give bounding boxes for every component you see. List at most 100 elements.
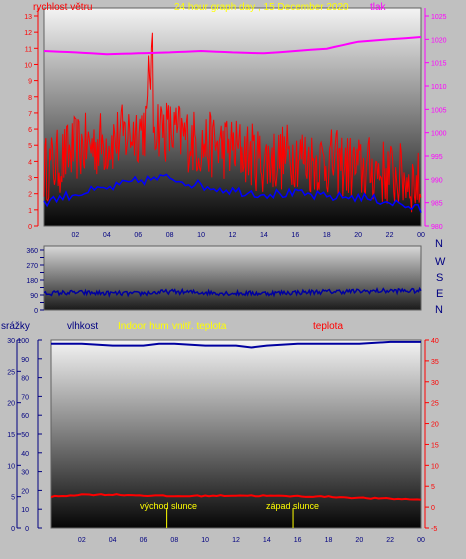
humidity-axis-tick-label: 100 [17,338,29,345]
wind-speed-label: rychlost větru [33,2,93,13]
time-tick-label: 02 [78,537,86,544]
time-tick-label: 16 [291,232,299,239]
temperature-axis-tick-label: -5 [431,526,437,533]
rain-axis-tick-label: 20 [7,401,15,408]
time-tick-label: 04 [103,232,111,239]
pressure-label: tlak [370,2,386,13]
time-tick-label: 12 [232,537,240,544]
wind-axis-tick-label: 8 [28,95,32,102]
humidity-label: vlhkost [67,321,99,332]
wind-axis-tick-label: 6 [28,127,32,134]
temperature-axis-tick-label: 15 [431,442,439,449]
wind-axis-tick-label: 5 [28,143,32,150]
pressure-axis-tick-label: 1020 [431,37,447,44]
time-tick-label: 12 [229,232,237,239]
indoor-temperature-label: vnitř. teplota [172,321,227,332]
wind-axis-tick-label: 0 [28,224,32,231]
pressure-axis-tick-label: 980 [431,224,443,231]
temperature-axis-tick-label: 10 [431,463,439,470]
time-tick-label: 10 [201,537,209,544]
time-tick-label: 10 [197,232,205,239]
wind-axis-tick-label: 1 [28,208,32,215]
pressure-axis-tick-label: 1000 [431,131,447,138]
wind-axis-tick-label: 11 [25,46,32,53]
indoor-humidity-label: Indoor hum [118,321,169,332]
humidity-temperature-plot [50,339,422,529]
wind-axis-tick-label: 3 [28,176,32,183]
time-tick-label: 06 [140,537,148,544]
temperature-axis-tick-label: 20 [431,422,439,429]
compass-s: S [436,272,444,284]
compass-n-bottom: N [435,304,443,316]
time-tick-label: 20 [354,232,362,239]
pressure-axis-tick-label: 1010 [431,84,447,91]
rain-axis-tick-label: 0 [11,526,15,533]
time-tick-label: 14 [260,232,268,239]
wind-axis-tick-label: 12 [24,30,32,37]
rain-label: srážky [1,321,30,332]
direction-axis-tick-label: 360 [26,248,38,255]
wind-axis-tick-label: 13 [24,14,32,21]
time-tick-label: 08 [170,537,178,544]
time-tick-label: 22 [386,232,394,239]
humidity-axis-tick-label: 0 [25,526,29,533]
humidity-axis-tick-label: 30 [21,470,29,477]
direction-axis-tick-label: 270 [26,263,38,270]
humidity-axis-tick-label: 40 [21,451,29,458]
rain-axis-tick-label: 10 [7,463,15,470]
pressure-line [43,36,422,56]
humidity-axis-tick-label: 50 [21,432,29,439]
humidity-line [51,340,421,349]
time-tick-label: 08 [166,232,174,239]
temperature-axis-tick-label: 5 [431,484,435,491]
temperature-axis-tick-label: 25 [431,401,439,408]
pressure-axis-tick-label: 1025 [431,14,447,21]
temperature-axis-tick-label: 35 [431,359,439,366]
time-tick-label: 04 [109,537,117,544]
wind-axis-tick-label: 9 [28,79,32,86]
temperature-label: teplota [313,321,344,332]
pressure-axis-tick-label: 1005 [431,107,447,114]
wind-average-line [43,173,422,213]
wind-gust-line [43,32,422,213]
sunset-label: západ slunce [266,501,320,511]
wind-direction-line [43,286,422,299]
wind-axis-tick-label: 2 [28,192,32,199]
temperature-axis-tick-label: 0 [431,505,435,512]
rain-axis-tick-label: 30 [7,338,15,345]
time-tick-label: 06 [134,232,142,239]
time-tick-label: 00 [417,232,425,239]
direction-axis-tick-label: 0 [34,308,38,315]
pressure-axis-tick-label: 985 [431,201,443,208]
compass-n-top: N [435,238,443,250]
pressure-axis-tick-label: 990 [431,177,443,184]
time-tick-label: 18 [323,232,331,239]
pressure-axis-tick-label: 995 [431,154,443,161]
chart-title: 24 hour graph day , 15 December 2020 [174,2,349,13]
time-tick-label: 14 [263,537,271,544]
humidity-axis-tick-label: 20 [21,488,29,495]
humidity-axis-tick-label: 10 [21,507,29,514]
humidity-axis-tick-label: 70 [21,394,29,401]
time-tick-label: 02 [72,232,80,239]
time-tick-label: 16 [294,537,302,544]
rain-axis-tick-label: 15 [7,432,15,439]
rain-axis-tick-label: 5 [11,495,15,502]
humidity-axis-tick-label: 80 [21,376,29,383]
wind-axis-tick-label: 10 [24,62,32,69]
sunrise-label: východ slunce [140,501,198,511]
temperature-line [50,493,422,501]
humidity-axis-tick-label: 90 [21,357,29,364]
direction-panel-fill [43,245,422,311]
time-tick-label: 22 [386,537,394,544]
time-tick-label: 18 [325,537,333,544]
rain-axis-tick-label: 25 [7,369,15,376]
temperature-axis-tick-label: 30 [431,380,439,387]
time-tick-label: 20 [355,537,363,544]
pressure-axis-tick-label: 1015 [431,61,447,68]
temperature-axis-tick-label: 40 [431,338,439,345]
wind-axis-tick-label: 7 [28,111,32,118]
direction-axis-tick-label: 90 [30,293,38,300]
